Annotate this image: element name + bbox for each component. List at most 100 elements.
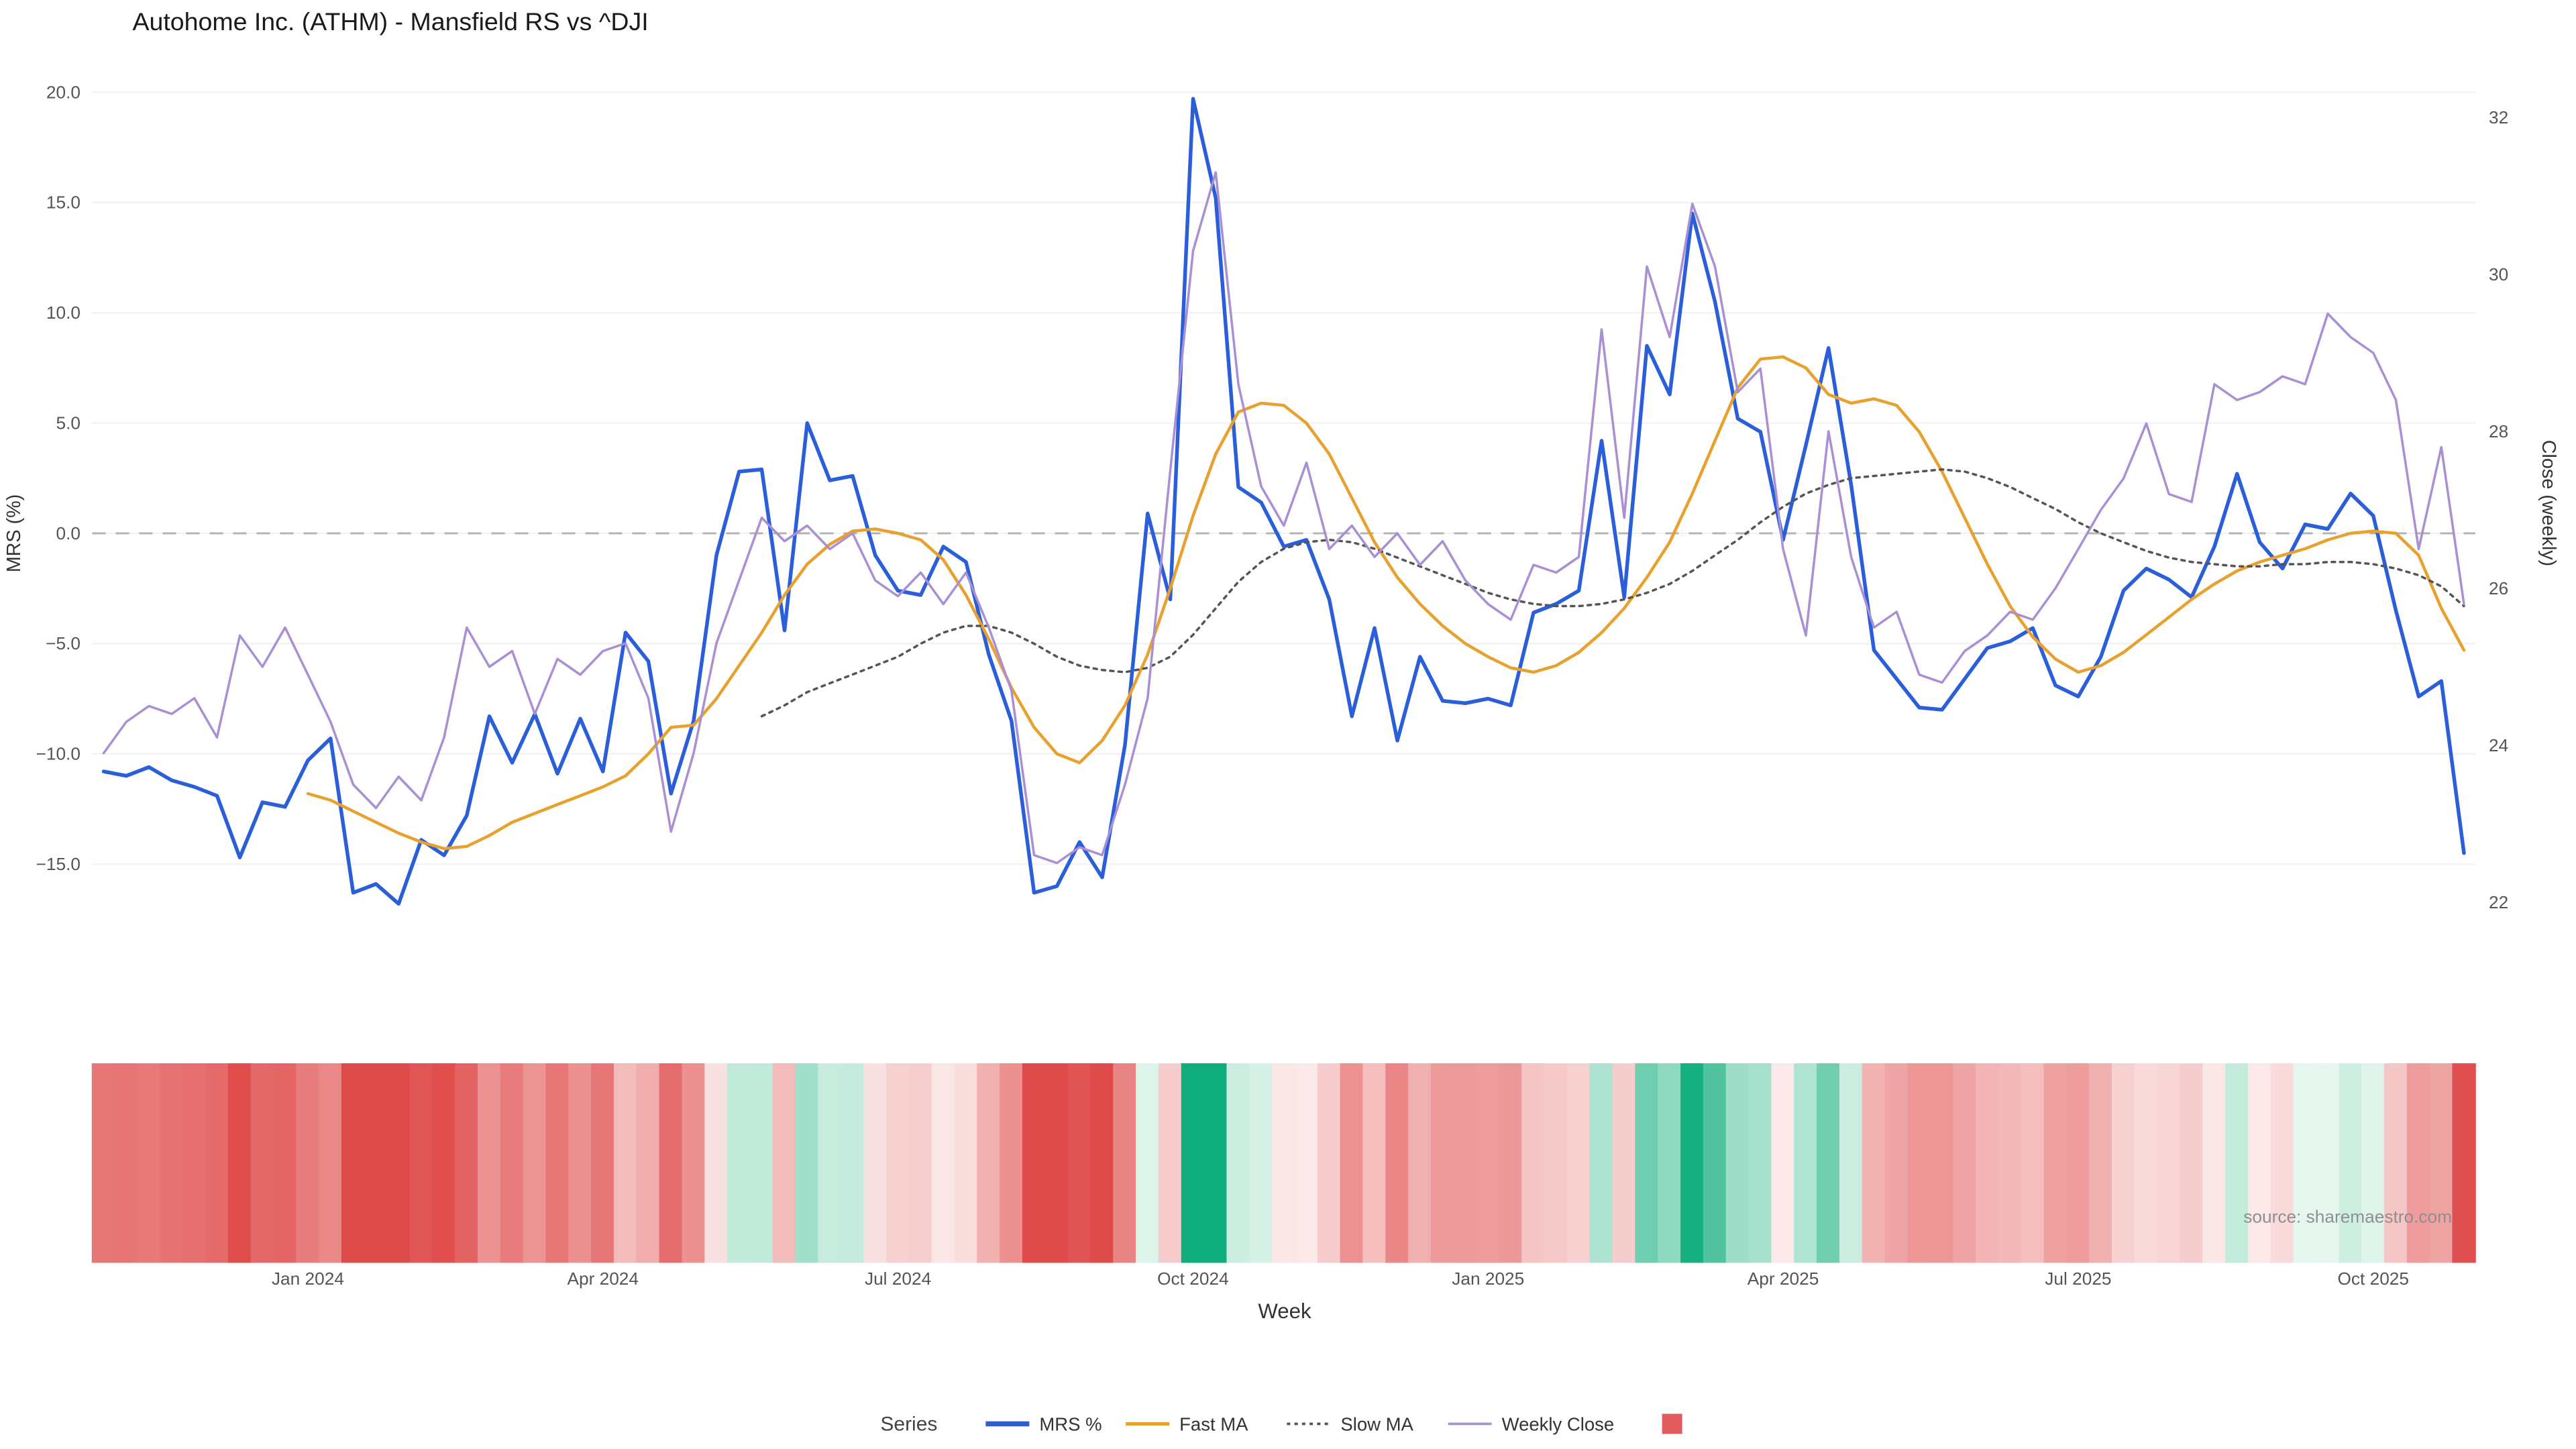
source-note: source: sharemaestro.com bbox=[2243, 1207, 2452, 1227]
heat-cell bbox=[1044, 1063, 1069, 1263]
heat-cell bbox=[682, 1063, 706, 1263]
y-axis-tick-left: 10.0 bbox=[46, 303, 80, 323]
heat-cell bbox=[2247, 1063, 2272, 1263]
heat-cell bbox=[1794, 1063, 1818, 1263]
heat-cell bbox=[1499, 1063, 1523, 1263]
axis-ticks: 20.0 15.0 10.0 5.0 0.0 −5.0 −10.0 −15.0 32 30 28 26… bbox=[36, 82, 2509, 1289]
heat-cell bbox=[1680, 1063, 1705, 1263]
heat-cell bbox=[1226, 1063, 1250, 1263]
heat-cell bbox=[2043, 1063, 2068, 1263]
heat-cell bbox=[182, 1063, 207, 1263]
heat-cell bbox=[636, 1063, 661, 1263]
heat-cell bbox=[1589, 1063, 1614, 1263]
legend-title: Series bbox=[880, 1413, 937, 1436]
legend-item-slow-ma[interactable]: Slow MA bbox=[1287, 1414, 1414, 1435]
heat-cell bbox=[1817, 1063, 1841, 1263]
heat-cell bbox=[250, 1063, 274, 1263]
heat-cell bbox=[2361, 1063, 2385, 1263]
y-axis-tick-left: −10.0 bbox=[36, 744, 80, 764]
right-axis-label: Close (weekly) bbox=[2538, 440, 2559, 567]
heat-cell bbox=[1203, 1063, 1228, 1263]
heat-cell bbox=[2316, 1063, 2340, 1263]
heat-cell bbox=[1249, 1063, 1273, 1263]
heat-cell bbox=[1272, 1063, 1296, 1263]
heat-cell bbox=[1566, 1063, 1591, 1263]
heatmap-strip bbox=[91, 1063, 2476, 1263]
heat-cell bbox=[2021, 1063, 2045, 1263]
y-axis-tick-right: 22 bbox=[2489, 892, 2508, 912]
legend-item-mrs-[interactable]: MRS % bbox=[985, 1414, 1102, 1435]
y-axis-tick-right: 26 bbox=[2489, 578, 2508, 598]
gridlines bbox=[92, 91, 2475, 865]
legend-item-weekly-close[interactable]: Weekly Close bbox=[1448, 1414, 1615, 1435]
heat-cell bbox=[523, 1063, 547, 1263]
heat-cell bbox=[160, 1063, 184, 1263]
heat-cell bbox=[1635, 1063, 1659, 1263]
heat-cell bbox=[818, 1063, 842, 1263]
legend-item-fast-ma[interactable]: Fast MA bbox=[1126, 1414, 1248, 1435]
heat-cell bbox=[1521, 1063, 1546, 1263]
y-axis-tick-left: 5.0 bbox=[56, 413, 81, 433]
series-line-fast-ma bbox=[306, 355, 2466, 851]
heat-cell bbox=[613, 1063, 638, 1263]
heat-cell bbox=[1090, 1063, 1114, 1263]
heat-cell bbox=[954, 1063, 978, 1263]
heat-cell bbox=[2225, 1063, 2249, 1263]
y-axis-tick-left: 15.0 bbox=[46, 193, 80, 213]
heat-cell bbox=[1998, 1063, 2023, 1263]
legend: Series MRS % Fast MA Slow MA Weekly Close bbox=[880, 1413, 1682, 1436]
heat-cell bbox=[1000, 1063, 1024, 1263]
y-axis-tick-right: 32 bbox=[2489, 107, 2508, 127]
heat-cell bbox=[1453, 1063, 1478, 1263]
heat-cell bbox=[1181, 1063, 1205, 1263]
heat-cell bbox=[273, 1063, 297, 1263]
x-axis-tick: Oct 2024 bbox=[1157, 1269, 1229, 1289]
heat-cell bbox=[1362, 1063, 1387, 1263]
chart-title: Autohome Inc. (ATHM) - Mansfield RS vs ^… bbox=[133, 7, 649, 36]
y-axis-tick-right: 28 bbox=[2489, 421, 2508, 441]
heat-cell bbox=[704, 1063, 729, 1263]
heat-cell bbox=[2270, 1063, 2295, 1263]
heat-cell bbox=[114, 1063, 138, 1263]
x-axis-tick: Jul 2025 bbox=[2045, 1269, 2111, 1289]
heat-cell bbox=[1771, 1063, 1795, 1263]
heat-cell bbox=[1748, 1063, 1772, 1263]
heat-cell bbox=[386, 1063, 411, 1263]
y-axis-tick-left: −15.0 bbox=[36, 854, 80, 874]
legend-item-heatmap[interactable] bbox=[1662, 1413, 1682, 1434]
heat-cell bbox=[727, 1063, 751, 1263]
heat-cell bbox=[2406, 1063, 2431, 1263]
heat-cell bbox=[908, 1063, 933, 1263]
x-axis-tick: Jan 2025 bbox=[1452, 1269, 1524, 1289]
heat-cell bbox=[2111, 1063, 2136, 1263]
heat-cell bbox=[1136, 1063, 1160, 1263]
y-axis-tick-right: 30 bbox=[2489, 264, 2508, 284]
heat-cell bbox=[1658, 1063, 1682, 1263]
legend-item-label: Fast MA bbox=[1179, 1414, 1248, 1435]
heat-cell bbox=[477, 1063, 502, 1263]
series-line-slow-ma bbox=[760, 468, 2465, 718]
x-axis-tick: Oct 2025 bbox=[2337, 1269, 2409, 1289]
heat-cell bbox=[2293, 1063, 2317, 1263]
heat-cell bbox=[91, 1063, 116, 1263]
heat-cell bbox=[341, 1063, 366, 1263]
y-axis-tick-right: 24 bbox=[2489, 735, 2508, 755]
y-axis-tick-left: 20.0 bbox=[46, 82, 80, 102]
heat-cell bbox=[545, 1063, 570, 1263]
heat-cell bbox=[1884, 1063, 1909, 1263]
heat-cell bbox=[841, 1063, 865, 1263]
heat-cell bbox=[931, 1063, 955, 1263]
heat-cell bbox=[659, 1063, 683, 1263]
heat-cell bbox=[863, 1063, 888, 1263]
heat-cell bbox=[1544, 1063, 1568, 1263]
heat-cell bbox=[2202, 1063, 2226, 1263]
heat-cell bbox=[227, 1063, 252, 1263]
heat-cell bbox=[1476, 1063, 1500, 1263]
heat-cell bbox=[977, 1063, 1001, 1263]
legend-item-label: Slow MA bbox=[1340, 1414, 1413, 1435]
heat-cell bbox=[1340, 1063, 1364, 1263]
heat-cell bbox=[1930, 1063, 1954, 1263]
heat-cell bbox=[500, 1063, 525, 1263]
heat-cell bbox=[1725, 1063, 1750, 1263]
heat-cell bbox=[364, 1063, 388, 1263]
